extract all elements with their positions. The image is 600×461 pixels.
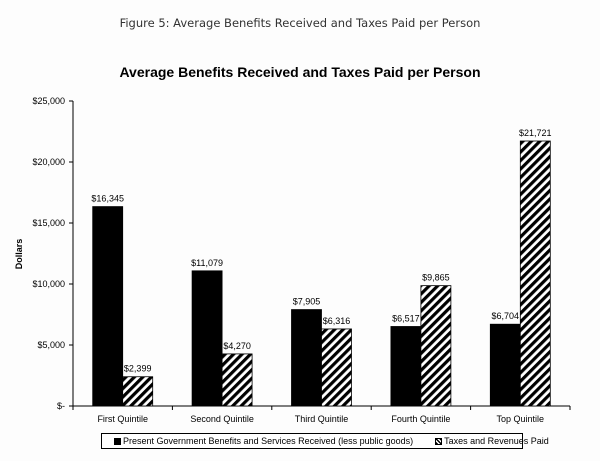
y-axis-title: Dollars [14, 239, 24, 270]
y-tick-label: $10,000 [32, 279, 65, 289]
x-tick-label: Third Quintile [295, 414, 349, 424]
y-tick-label: $5,000 [37, 340, 65, 350]
data-label: $6,316 [323, 316, 351, 326]
data-labels: $16,345 $2,399 $11,079 $4,270 $7,905$6,316 $6… [91, 128, 551, 374]
data-label: $11,079 [191, 258, 223, 268]
bar-benefits [92, 206, 124, 407]
bar-taxes [519, 140, 551, 407]
x-tick-label: Fourth Quintile [391, 414, 450, 424]
bar-taxes [122, 376, 154, 407]
bar-benefits [191, 270, 223, 407]
data-label: $6,704 [492, 311, 520, 321]
legend-swatch-hatch [435, 437, 443, 445]
bar-taxes [221, 353, 253, 407]
x-tick-label: First Quintile [97, 414, 148, 424]
y-tick-label: $25,000 [32, 96, 65, 106]
x-tick-label: Top Quintile [497, 414, 545, 424]
figure-caption: Figure 5: Average Benefits Received and … [119, 16, 481, 30]
data-label: $7,905 [293, 297, 321, 307]
chart-title: Average Benefits Received and Taxes Paid… [119, 64, 481, 80]
bar-taxes [321, 328, 352, 407]
data-label: $4,270 [223, 341, 251, 351]
bar-taxes [420, 285, 452, 407]
data-label: $21,721 [519, 128, 552, 138]
y-tick-label: $20,000 [32, 157, 65, 167]
legend-label: Taxes and Revenues Paid [444, 436, 549, 446]
legend-label: Present Government Benefits and Services… [123, 436, 414, 446]
data-label: $6,517 [392, 313, 420, 323]
data-label: $9,865 [422, 273, 450, 283]
x-tick-label: Second Quintile [190, 414, 254, 424]
y-tick-label: $- [57, 401, 65, 411]
legend-item-taxes: Taxes and Revenues Paid [435, 436, 549, 446]
bar-benefits [390, 326, 422, 407]
legend-swatch-solid [114, 437, 121, 445]
y-tick-label: $15,000 [32, 218, 65, 228]
legend-item-benefits: Present Government Benefits and Services… [114, 436, 413, 446]
bars [92, 140, 551, 407]
data-label: $2,399 [124, 364, 152, 374]
bar-benefits [489, 323, 521, 407]
bar-benefits [291, 309, 322, 407]
data-label: $16,345 [91, 194, 124, 204]
axes: $- $5,000 $10,000 $15,000 $20,000 $25,000 Firs… [32, 96, 571, 424]
legend: Present Government Benefits and Services… [101, 433, 549, 449]
